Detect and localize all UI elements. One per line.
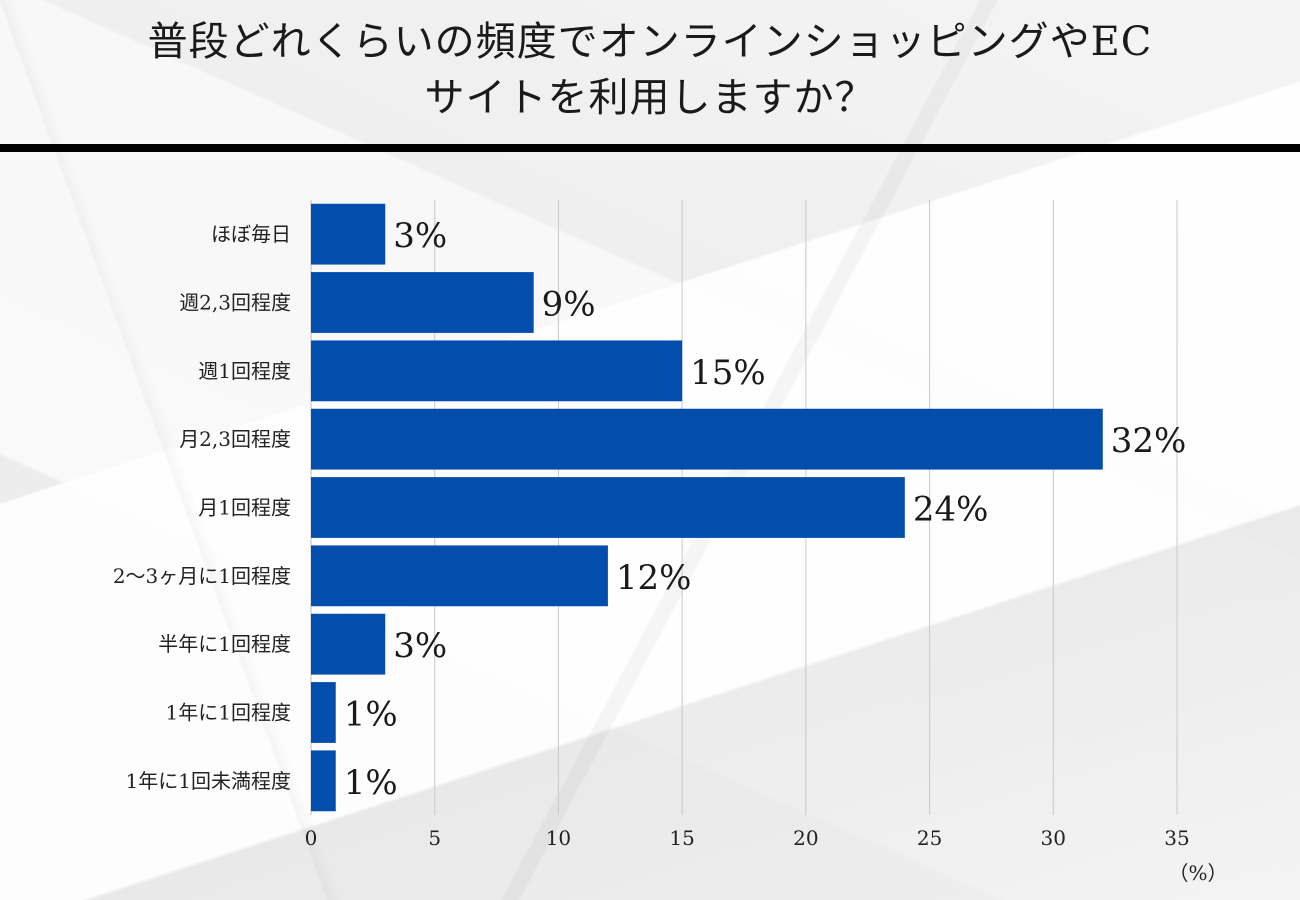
- bar: [311, 545, 608, 607]
- x-tick-label: 20: [793, 826, 818, 850]
- bar: [311, 613, 386, 675]
- value-label: 9%: [542, 285, 596, 325]
- x-tick-label: 25: [917, 826, 942, 850]
- bar: [311, 477, 905, 538]
- category-label: 半年に1回程度: [158, 632, 291, 656]
- category-label: 2〜3ヶ月に1回程度: [113, 564, 291, 588]
- title-divider: [0, 144, 1300, 152]
- value-label: 1%: [344, 763, 398, 803]
- chart-title: 普段どれくらいの頻度でオンラインショッピングやEC サイトを利用しますか？: [0, 14, 1300, 126]
- chart-title-line-2: サイトを利用しますか？: [424, 75, 876, 121]
- bar: [311, 408, 1103, 470]
- x-tick-label: 0: [305, 826, 318, 850]
- value-label: 32%: [1111, 421, 1187, 461]
- bar: [311, 203, 386, 265]
- value-label: 3%: [393, 216, 447, 256]
- value-label: 1%: [344, 695, 398, 735]
- category-label: 週2,3回程度: [179, 291, 291, 315]
- category-label: 1年に1回未満程度: [126, 769, 291, 793]
- category-label: 週1回程度: [198, 359, 291, 383]
- value-label: 15%: [690, 353, 766, 393]
- category-label: ほぼ毎日: [211, 222, 291, 246]
- x-tick-label: 10: [546, 826, 571, 850]
- value-label: 3%: [393, 626, 447, 666]
- value-label: 12%: [616, 558, 692, 598]
- bar: [311, 340, 683, 402]
- chart-title-line-1: 普段どれくらいの頻度でオンラインショッピングやEC: [147, 19, 1153, 65]
- category-label: 1年に1回程度: [166, 701, 291, 725]
- x-axis-ticks: 0 5 10 15 20 25 30 35: [305, 826, 1190, 850]
- bar: [311, 750, 336, 812]
- category-label: 月1回程度: [198, 496, 291, 520]
- category-label: 月2,3回程度: [179, 427, 291, 451]
- value-labels: 3% 9% 15% 32% 24% 12% 3% 1% 1%: [344, 216, 1187, 803]
- x-axis-unit-label: （%）: [1168, 861, 1227, 885]
- value-label: 24%: [913, 490, 989, 530]
- x-tick-label: 15: [669, 826, 694, 850]
- x-tick-label: 35: [1164, 826, 1189, 850]
- bar: [311, 272, 534, 333]
- x-tick-label: 30: [1041, 826, 1066, 850]
- bars: [311, 203, 1103, 812]
- x-tick-label: 5: [428, 826, 441, 850]
- bar: [311, 682, 336, 743]
